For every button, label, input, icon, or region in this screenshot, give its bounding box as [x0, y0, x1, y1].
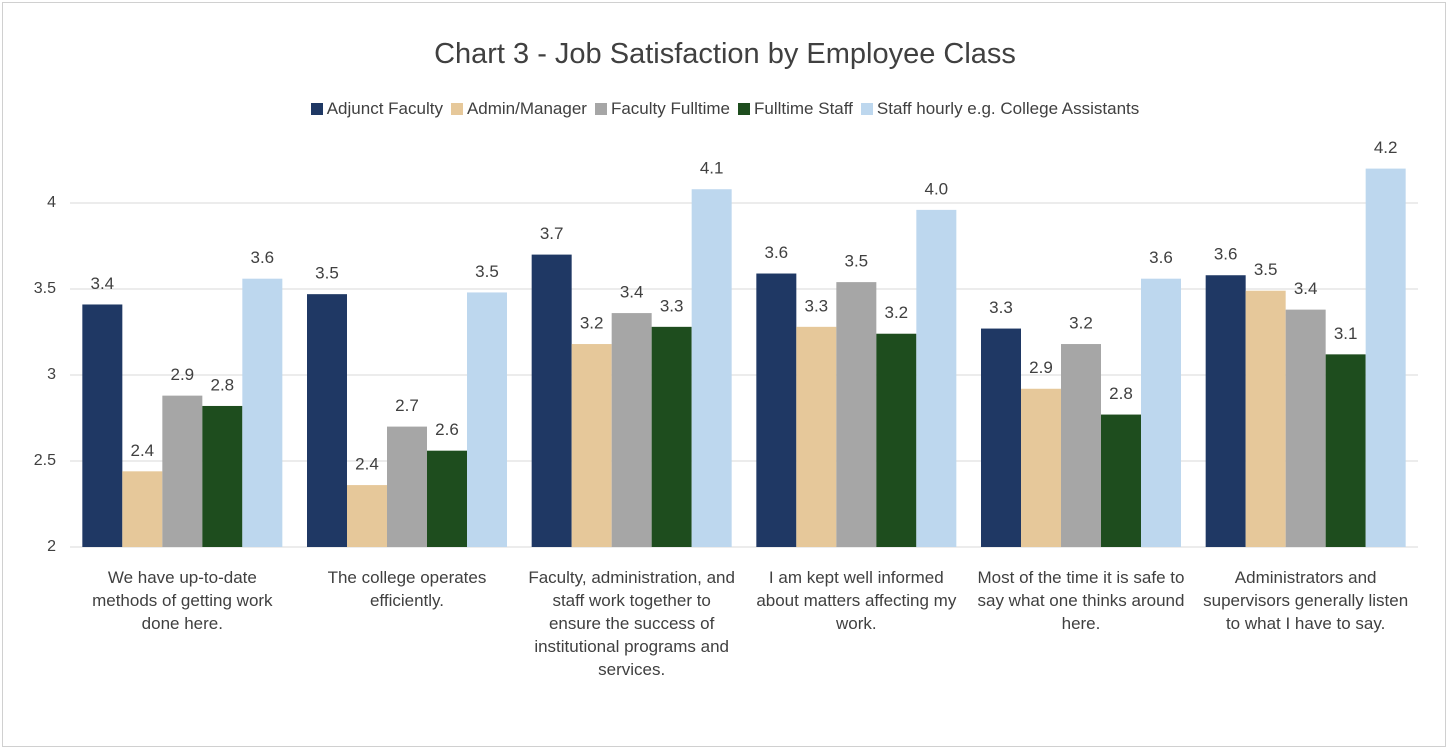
- bar: [876, 333, 917, 547]
- x-tick-label: The college operates efficiently.: [327, 568, 487, 610]
- bar: [651, 326, 692, 547]
- legend-entry: Staff hourly e.g. College Assistants: [860, 99, 1140, 119]
- x-tick-label: I am kept well informed about matters af…: [756, 568, 957, 633]
- bar: [1325, 354, 1366, 547]
- bar: [307, 294, 347, 547]
- legend-swatch: [860, 103, 873, 115]
- chart-title: Chart 3 - Job Satisfaction by Employee C…: [434, 38, 1016, 70]
- bar: [981, 328, 1021, 547]
- bar: [531, 254, 572, 547]
- legend-label: Fulltime Staff: [754, 99, 853, 118]
- y-tick-label: 4: [47, 194, 56, 211]
- data-label: 2.7: [395, 396, 419, 415]
- legend-entry: Faculty Fulltime: [594, 99, 730, 119]
- x-tick-label: We have up-to-date methods of getting wo…: [92, 568, 273, 633]
- data-label: 2.8: [1109, 384, 1133, 403]
- data-label: 3.6: [251, 248, 275, 267]
- bar: [1365, 168, 1406, 547]
- bar: [202, 405, 243, 547]
- data-label: 3.3: [805, 296, 829, 315]
- x-tick-label: Faculty, administration, and staff work …: [528, 568, 735, 679]
- legend-swatch: [594, 103, 607, 115]
- bar: [916, 209, 957, 547]
- data-label: 3.6: [1214, 245, 1238, 264]
- legend-label: Adjunct Faculty: [326, 99, 443, 118]
- data-label: 3.2: [580, 314, 604, 333]
- x-tick-label: Administrators and supervisors generally…: [1203, 568, 1409, 633]
- data-label: 3.2: [885, 303, 909, 322]
- y-tick-label: 2: [47, 538, 56, 555]
- data-label: 3.5: [845, 252, 869, 271]
- bar: [1245, 290, 1286, 547]
- data-label: 3.5: [475, 262, 499, 281]
- x-tick-label: Most of the time it is safe to say what …: [977, 568, 1185, 633]
- bar: [242, 278, 283, 547]
- bar: [571, 344, 612, 547]
- bar: [347, 485, 387, 547]
- bar: [162, 395, 203, 547]
- legend-label: Staff hourly e.g. College Assistants: [876, 99, 1140, 118]
- data-label: 4.1: [700, 159, 724, 178]
- bar: [756, 273, 797, 547]
- bar: [691, 189, 732, 548]
- legend-swatch: [450, 103, 463, 115]
- data-label: 3.4: [1294, 279, 1318, 298]
- bar: [82, 304, 123, 547]
- data-label: 3.5: [315, 264, 339, 283]
- data-label: 3.6: [765, 243, 789, 262]
- data-label: 2.8: [211, 375, 235, 394]
- data-label: 2.9: [171, 365, 195, 384]
- data-label: 4.2: [1374, 138, 1398, 157]
- legend-swatch: [738, 103, 750, 115]
- bar: [611, 313, 652, 547]
- y-tick-label: 2.5: [34, 452, 56, 469]
- legend-label: Faculty Fulltime: [610, 99, 730, 118]
- data-label: 3.4: [620, 283, 644, 302]
- data-label: 3.3: [660, 296, 684, 315]
- bar: [796, 326, 837, 547]
- bar: [1141, 278, 1181, 547]
- bar: [122, 471, 163, 547]
- data-label: 3.7: [540, 224, 564, 243]
- data-label: 3.6: [1149, 248, 1173, 267]
- bar: [1021, 388, 1061, 547]
- legend-swatch: [310, 103, 323, 115]
- bar: [1061, 344, 1101, 547]
- data-label: 3.3: [989, 298, 1013, 317]
- legend-label: Admin/Manager: [466, 99, 587, 118]
- data-label: 2.9: [1029, 358, 1053, 377]
- bar: [427, 450, 467, 547]
- y-tick-label: 3.5: [34, 280, 56, 297]
- bar: [1285, 309, 1326, 547]
- data-label: 3.4: [91, 274, 115, 293]
- bar: [467, 292, 507, 547]
- data-label: 2.4: [131, 441, 155, 460]
- legend-entry: Adjunct Faculty: [310, 99, 443, 119]
- data-label: 4.0: [925, 179, 949, 198]
- y-tick-label: 3: [47, 366, 56, 383]
- bar: [1205, 275, 1246, 547]
- data-label: 3.1: [1334, 324, 1358, 343]
- data-label: 3.2: [1069, 314, 1093, 333]
- data-label: 2.4: [355, 455, 379, 474]
- bar: [836, 282, 877, 547]
- legend-entry: Fulltime Staff: [738, 99, 853, 119]
- bar: [387, 426, 427, 547]
- legend-entry: Admin/Manager: [450, 99, 587, 119]
- legend: Adjunct Faculty Admin/Manager Faculty Full…: [0, 99, 1450, 119]
- data-label: 3.5: [1254, 260, 1278, 279]
- bar: [1101, 414, 1141, 547]
- data-label: 2.6: [435, 420, 459, 439]
